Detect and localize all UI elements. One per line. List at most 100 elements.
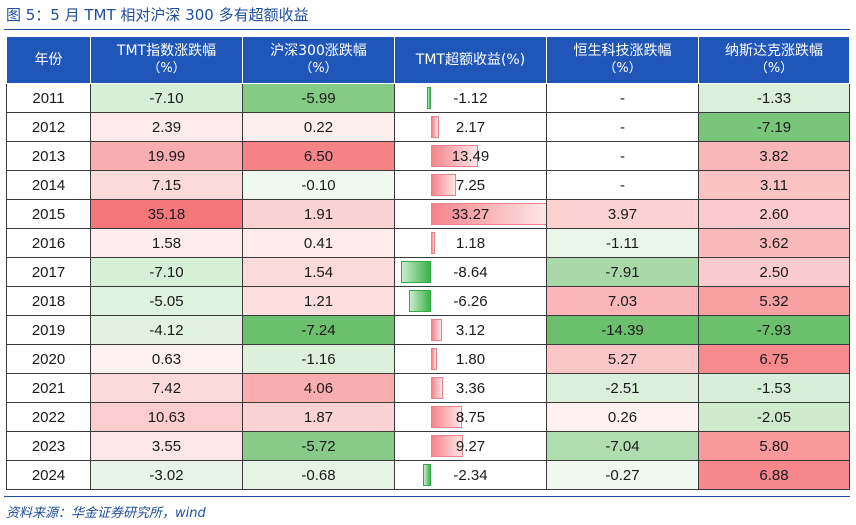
nasdaq-cell: 2.50 (698, 257, 850, 287)
year-cell: 2016 (6, 228, 91, 258)
header-label: TMT指数涨跌幅 (116, 43, 217, 59)
table-row: 2023 3.55 -5.72 9.27 -7.04 5.80 (6, 431, 850, 461)
excess-cell: -6.26 (394, 286, 547, 316)
year-cell: 2021 (6, 373, 91, 403)
nasdaq-cell: -1.53 (698, 373, 850, 403)
excess-cell: 8.75 (394, 402, 547, 432)
hs300-cell: 6.50 (242, 141, 395, 171)
excess-value: -8.64 (453, 263, 488, 281)
header-row: 年份 TMT指数涨跌幅 （%） 沪深300涨跌幅 （%） TMT超额收益(%) 恒生… (6, 36, 850, 84)
year-cell: 2022 (6, 402, 91, 432)
excess-cell: 9.27 (394, 431, 547, 461)
tmt-cell: -3.02 (90, 460, 243, 490)
tmt-cell: 2.39 (90, 112, 243, 142)
year-cell: 2014 (6, 170, 91, 200)
year-cell: 2012 (6, 112, 91, 142)
hstech-cell: 5.27 (546, 344, 699, 374)
hs300-cell: 0.41 (242, 228, 395, 258)
tmt-cell: 7.42 (90, 373, 243, 403)
tmt-cell: -7.10 (90, 257, 243, 287)
year-cell: 2018 (6, 286, 91, 316)
hstech-cell: -7.04 (546, 431, 699, 461)
header-unit: （%） (603, 61, 642, 76)
nasdaq-cell: -7.93 (698, 315, 850, 345)
nasdaq-cell: -7.19 (698, 112, 850, 142)
table-row: 2016 1.58 0.41 1.18 -1.11 3.62 (6, 228, 850, 258)
excess-value: 13.49 (451, 147, 490, 165)
table-row: 2017 -7.10 1.54 -8.64 -7.91 2.50 (6, 257, 850, 287)
excess-cell: -2.34 (394, 460, 547, 490)
header-tmt: TMT指数涨跌幅 （%） (90, 36, 243, 84)
year-cell: 2011 (6, 83, 91, 113)
returns-table: 年份 TMT指数涨跌幅 （%） 沪深300涨跌幅 （%） TMT超额收益(%) 恒生… (6, 36, 850, 490)
header-label: 恒生科技涨跌幅 (573, 43, 672, 59)
hstech-cell: - (546, 141, 699, 171)
table-body: 2011 -7.10 -5.99 -1.12- -1.33 2012 2.39 0.22 2.1… (6, 83, 850, 490)
tmt-cell: -4.12 (90, 315, 243, 345)
excess-cell: 1.80 (394, 344, 547, 374)
tmt-cell: 0.63 (90, 344, 243, 374)
excess-bar (431, 435, 464, 457)
nasdaq-cell: 2.60 (698, 199, 850, 229)
excess-bar (431, 203, 546, 225)
excess-value: 3.36 (455, 379, 486, 397)
excess-cell: -1.12 (394, 83, 547, 113)
excess-value: 1.18 (455, 234, 486, 252)
hs300-cell: 1.54 (242, 257, 395, 287)
hs300-cell: -0.68 (242, 460, 395, 490)
excess-bar (422, 464, 431, 486)
hs300-cell: 4.06 (242, 373, 395, 403)
hstech-cell: -14.39 (546, 315, 699, 345)
table-row: 2013 19.99 6.50 13.49 -3.82 (6, 141, 850, 171)
title-divider (4, 29, 850, 30)
table-row: 2018 -5.05 1.21 -6.26 7.03 5.32 (6, 286, 850, 316)
tmt-cell: 10.63 (90, 402, 243, 432)
excess-cell: 1.18 (394, 228, 547, 258)
excess-bar (431, 116, 439, 138)
nasdaq-cell: 6.88 (698, 460, 850, 490)
excess-bar (431, 174, 457, 196)
excess-cell: 3.36 (394, 373, 547, 403)
excess-cell: 3.12 (394, 315, 547, 345)
header-label: TMT超额收益(%) (415, 52, 526, 68)
excess-cell: 33.27 (394, 199, 547, 229)
hstech-cell: 7.03 (546, 286, 699, 316)
hstech-cell: - (546, 170, 699, 200)
excess-value: 1.80 (455, 350, 486, 368)
header-hstech: 恒生科技涨跌幅 （%） (546, 36, 699, 84)
table-row: 2020 0.63 -1.16 1.80 5.27 6.75 (6, 344, 850, 374)
hs300-cell: 1.21 (242, 286, 395, 316)
table-row: 2015 35.18 1.91 33.27 3.97 2.60 (6, 199, 850, 229)
tmt-cell: -5.05 (90, 286, 243, 316)
excess-bar (431, 319, 442, 341)
year-cell: 2023 (6, 431, 91, 461)
header-hs300: 沪深300涨跌幅 （%） (242, 36, 395, 84)
hs300-cell: -0.10 (242, 170, 395, 200)
tmt-cell: 1.58 (90, 228, 243, 258)
year-cell: 2020 (6, 344, 91, 374)
hs300-cell: -1.16 (242, 344, 395, 374)
hs300-cell: -5.99 (242, 83, 395, 113)
tmt-cell: 35.18 (90, 199, 243, 229)
excess-bar (409, 290, 431, 312)
header-label: 沪深300涨跌幅 (270, 43, 367, 59)
nasdaq-cell: 3.62 (698, 228, 850, 258)
hstech-cell: 0.26 (546, 402, 699, 432)
hs300-cell: 0.22 (242, 112, 395, 142)
year-cell: 2015 (6, 199, 91, 229)
excess-cell: -8.64 (394, 257, 547, 287)
excess-value: 3.12 (455, 321, 486, 339)
source-note: 资料来源：华金证券研究所，wind (6, 506, 206, 521)
header-nasdaq: 纳斯达克涨跌幅 （%） (698, 36, 850, 84)
hs300-cell: 1.91 (242, 199, 395, 229)
year-cell: 2013 (6, 141, 91, 171)
hstech-cell: -7.91 (546, 257, 699, 287)
nasdaq-cell: 5.32 (698, 286, 850, 316)
hstech-cell: -1.11 (546, 228, 699, 258)
hs300-cell: -5.72 (242, 431, 395, 461)
table-row: 2019 -4.12 -7.24 3.12 -14.39 -7.93 (6, 315, 850, 345)
excess-value: 7.25 (455, 176, 486, 194)
hstech-cell: -0.27 (546, 460, 699, 490)
header-excess: TMT超额收益(%) (394, 36, 547, 84)
nasdaq-cell: 5.80 (698, 431, 850, 461)
